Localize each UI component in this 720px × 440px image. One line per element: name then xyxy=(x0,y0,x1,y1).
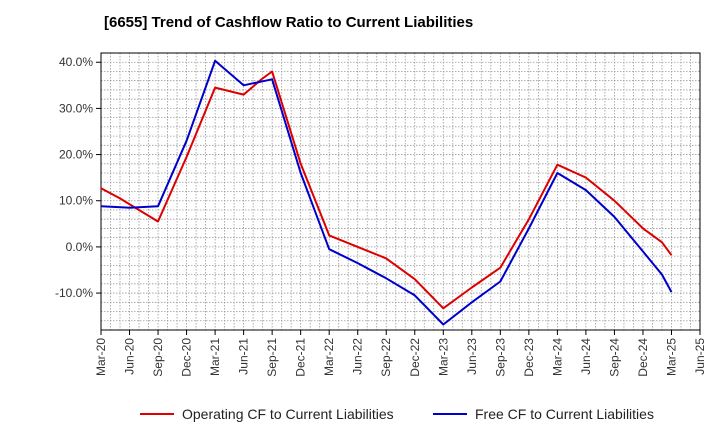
x-tick-label: Sep-21 xyxy=(265,338,279,377)
x-tick-label: Sep-24 xyxy=(607,338,621,377)
x-tick-label: Dec-23 xyxy=(522,338,536,377)
x-tick-label: Jun-20 xyxy=(123,338,137,375)
x-tick-label: Dec-20 xyxy=(180,338,194,377)
chart-title: [6655] Trend of Cashflow Ratio to Curren… xyxy=(104,14,474,31)
x-tick-label: Mar-23 xyxy=(436,338,450,376)
y-tick-label: 30.0% xyxy=(59,101,93,115)
x-tick-label: Sep-22 xyxy=(379,338,393,377)
x-tick-label: Jun-22 xyxy=(351,338,365,375)
grid-layer xyxy=(101,53,700,330)
y-tick-label: 0.0% xyxy=(66,240,94,254)
series-line-operating-cf xyxy=(100,70,673,310)
x-tick-label: Mar-22 xyxy=(322,338,336,376)
plot-area-border xyxy=(100,52,701,331)
y-axis: 40.0% 30.0% 20.0% 10.0% 0.0% -10.0% xyxy=(55,55,101,300)
x-tick-label: Sep-23 xyxy=(493,338,507,377)
series-line-free-cf xyxy=(100,59,673,326)
legend-label: Operating CF to Current Liabilities xyxy=(182,406,394,422)
x-tick-label: Mar-21 xyxy=(208,338,222,376)
y-tick-label: -10.0% xyxy=(55,286,93,300)
x-tick-label: Jun-25 xyxy=(693,338,707,375)
x-tick-label: Dec-21 xyxy=(294,338,308,377)
y-tick-label: 10.0% xyxy=(59,194,93,208)
x-tick-label: Dec-24 xyxy=(636,338,650,377)
legend: Operating CF to Current Liabilities Free … xyxy=(140,406,654,422)
x-tick-label: Dec-22 xyxy=(408,338,422,377)
x-tick-label: Sep-20 xyxy=(151,338,165,377)
x-tick-label: Mar-20 xyxy=(94,338,108,376)
y-tick-label: 40.0% xyxy=(59,55,93,69)
x-tick-label: Jun-21 xyxy=(237,338,251,375)
y-tick-label: 20.0% xyxy=(59,148,93,162)
x-tick-label: Mar-25 xyxy=(664,338,678,376)
x-tick-label: Jun-24 xyxy=(579,338,593,375)
legend-label: Free CF to Current Liabilities xyxy=(475,406,654,422)
series-layer xyxy=(100,59,673,326)
x-axis: Mar-20 Jun-20 Sep-20 Dec-20 Mar-21 Jun-21 Sep-… xyxy=(94,330,707,377)
x-tick-label: Jun-23 xyxy=(465,338,479,375)
x-tick-label: Mar-24 xyxy=(550,338,564,376)
